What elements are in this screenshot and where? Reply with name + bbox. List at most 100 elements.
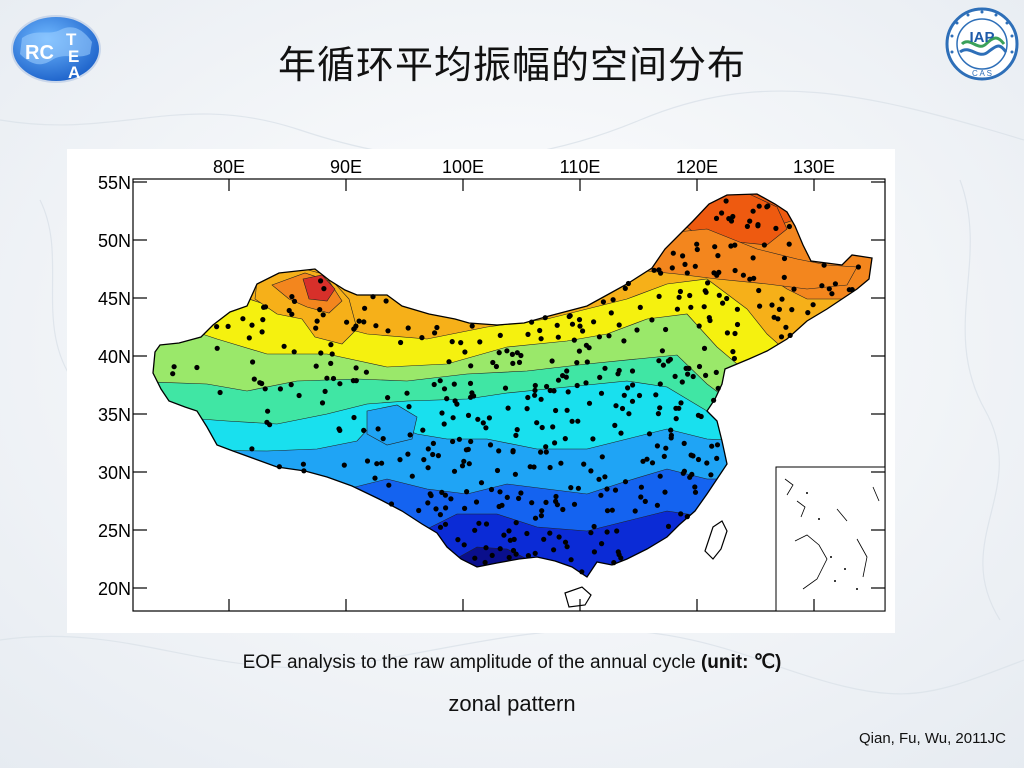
station-dot	[590, 436, 596, 442]
station-dot	[262, 304, 269, 310]
station-dot	[469, 323, 475, 329]
caption-text: EOF analysis to the raw amplitude of the…	[242, 652, 701, 673]
station-dot	[684, 270, 690, 276]
rcea-globe-logo-icon: RC T E A	[11, 15, 101, 83]
station-dot	[437, 378, 443, 384]
station-dot	[461, 458, 467, 464]
station-dot	[786, 241, 792, 247]
station-dot	[577, 323, 583, 329]
station-dot	[571, 501, 578, 507]
station-dot	[715, 253, 721, 259]
station-dot	[330, 375, 337, 382]
station-dot	[483, 425, 489, 431]
svg-text:T: T	[66, 30, 77, 49]
station-dot	[708, 472, 714, 478]
station-dot	[543, 444, 549, 450]
station-dot	[709, 443, 715, 449]
station-dot	[583, 342, 590, 348]
station-dot	[569, 418, 575, 424]
station-dot	[778, 334, 785, 340]
station-dot	[612, 422, 618, 428]
station-dot	[663, 445, 669, 451]
station-dot	[529, 319, 535, 325]
station-dot	[597, 374, 603, 380]
station-dot	[511, 536, 517, 542]
station-dot	[604, 529, 610, 535]
station-dot	[618, 430, 624, 436]
station-dot	[404, 390, 410, 396]
station-dot	[611, 560, 617, 566]
station-dot	[757, 303, 763, 309]
station-dot	[787, 332, 793, 338]
station-dot	[547, 464, 553, 471]
station-dot	[634, 327, 640, 333]
station-dot	[791, 286, 797, 292]
station-dot	[711, 270, 717, 276]
station-dot	[575, 418, 581, 424]
station-dot	[640, 458, 646, 464]
station-dot	[649, 317, 655, 323]
station-dot	[599, 541, 605, 547]
station-dot	[604, 486, 610, 492]
station-dot	[249, 322, 255, 328]
station-dot	[214, 345, 220, 351]
station-dot	[564, 407, 570, 413]
station-dot	[379, 460, 385, 466]
station-dot	[565, 389, 571, 395]
station-dot	[644, 456, 650, 462]
station-dot	[455, 537, 461, 543]
station-dot	[487, 442, 494, 448]
station-dot	[541, 536, 547, 542]
station-dot	[696, 323, 702, 329]
station-dot	[405, 451, 411, 457]
station-dot	[337, 381, 343, 387]
station-dot	[318, 278, 324, 284]
station-dot	[301, 468, 307, 474]
station-dot	[713, 215, 720, 221]
station-dot	[451, 468, 458, 474]
station-dot	[462, 505, 468, 511]
station-dot	[489, 552, 495, 558]
station-dot	[260, 317, 266, 323]
station-dot	[819, 283, 825, 289]
station-dot	[551, 547, 557, 553]
station-dot	[510, 360, 516, 366]
station-dot	[328, 342, 334, 348]
station-dot	[610, 297, 616, 303]
station-dot	[555, 334, 561, 340]
station-dot	[385, 395, 391, 401]
station-dot	[462, 349, 468, 355]
station-dot	[677, 288, 684, 295]
station-dot	[425, 465, 431, 471]
station-dot	[532, 387, 538, 393]
station-dot	[409, 473, 415, 479]
station-dot	[583, 380, 589, 386]
station-dot	[321, 286, 327, 292]
station-dot	[538, 513, 544, 519]
station-dot	[714, 442, 721, 448]
station-dot	[459, 463, 466, 469]
station-dot	[386, 482, 392, 488]
station-dot	[649, 460, 656, 466]
station-dot	[259, 380, 265, 387]
station-dot	[518, 490, 524, 496]
station-dot	[701, 304, 707, 310]
station-dot	[407, 432, 413, 438]
station-dot	[288, 382, 294, 388]
station-dot	[730, 349, 736, 355]
station-dot	[716, 292, 722, 298]
station-dot	[638, 484, 645, 490]
station-dot	[478, 480, 485, 486]
station-dot	[670, 250, 676, 256]
station-dot	[599, 454, 605, 460]
lat-tick-label: 35N	[98, 405, 131, 425]
station-dot	[568, 485, 574, 491]
station-dot	[467, 380, 474, 386]
station-dot	[502, 385, 509, 391]
station-dot	[262, 386, 268, 392]
station-dot	[658, 270, 664, 276]
station-dot	[678, 400, 684, 406]
station-dot	[598, 492, 604, 498]
citation: Qian, Fu, Wu, 2011JC	[858, 730, 1006, 747]
station-dot	[435, 453, 441, 459]
